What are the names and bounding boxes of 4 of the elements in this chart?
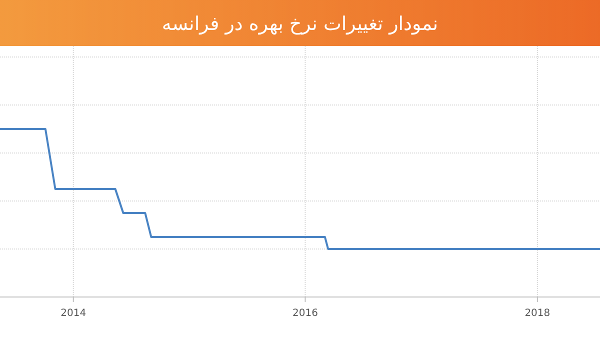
x-tick-label: 2014	[60, 308, 86, 319]
chart-title: نمودار تغییرات نرخ بهره در فرانسه	[162, 13, 438, 35]
x-tick-label: 2018	[524, 308, 550, 319]
x-tick-label: 2016	[292, 308, 318, 319]
